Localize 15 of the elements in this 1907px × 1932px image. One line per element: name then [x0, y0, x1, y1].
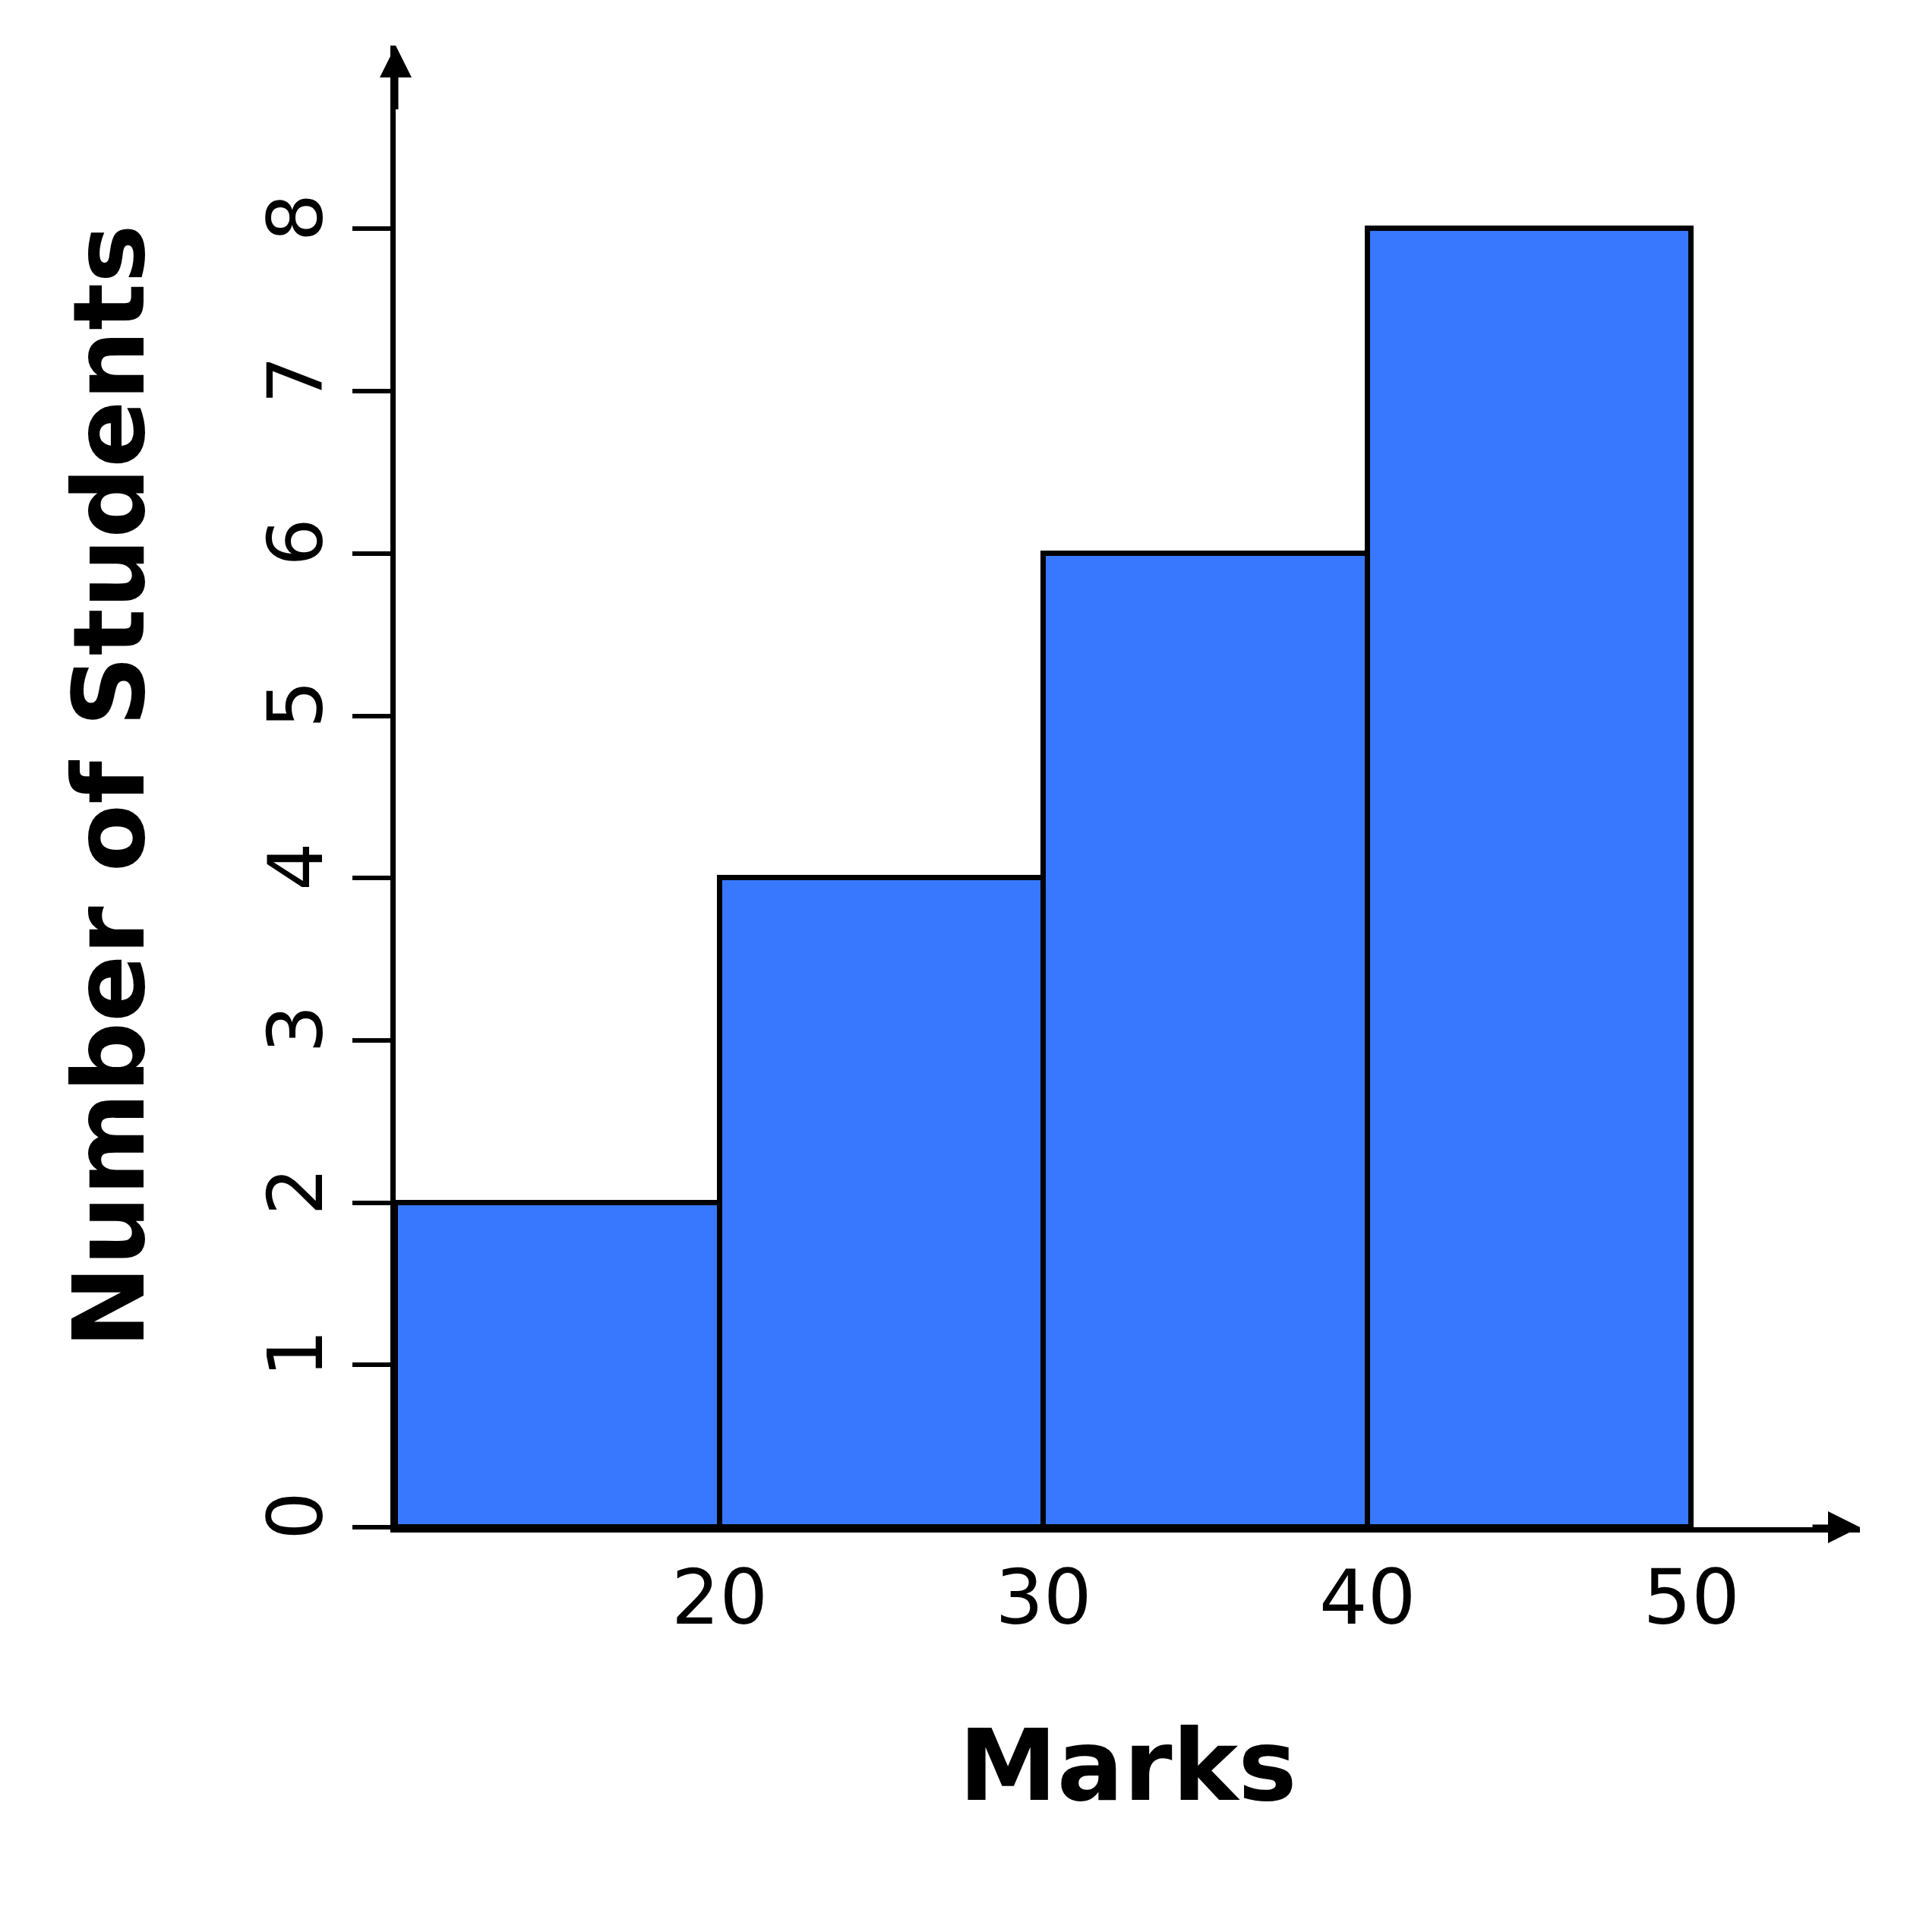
x-tick-label: 40 — [1319, 1553, 1416, 1642]
y-tick-label: 0 — [251, 1492, 340, 1540]
y-tick-label: 3 — [251, 1005, 340, 1053]
y-tick-label: 6 — [251, 518, 340, 567]
y-tick-label: 7 — [251, 355, 340, 404]
y-tick-label: 1 — [251, 1329, 340, 1378]
y-tick-label: 2 — [251, 1166, 340, 1216]
y-tick-label: 5 — [251, 680, 340, 729]
x-tick-label: 50 — [1643, 1553, 1740, 1642]
y-axis-title: Number of Students — [52, 224, 167, 1349]
x-tick-label: 20 — [671, 1553, 769, 1642]
x-axis-title: Marks — [958, 1707, 1297, 1823]
y-tick-label: 4 — [251, 842, 340, 892]
y-tick-label: 8 — [251, 193, 340, 242]
x-tick-label: 30 — [995, 1553, 1092, 1642]
